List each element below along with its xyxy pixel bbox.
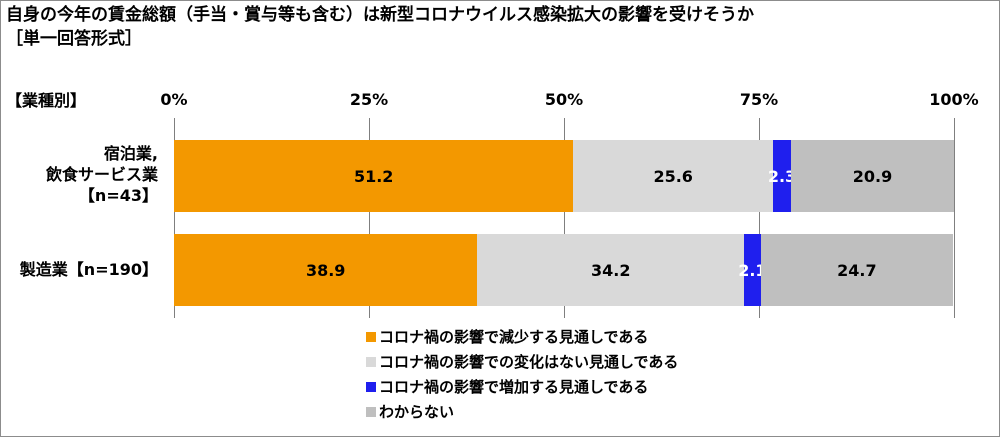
stacked-bar: 38.9 34.2 2.1 24.7 (174, 234, 954, 306)
data-label: 20.9 (852, 166, 893, 186)
grid-line (759, 118, 760, 318)
grid-line (174, 118, 175, 318)
bar-segment-no_change: 25.6 (573, 140, 774, 212)
bar-segment-decrease: 51.2 (174, 140, 574, 212)
grid-line (954, 118, 955, 318)
legend-swatch (366, 356, 376, 367)
category-label: 製造業【n=190】 (20, 259, 158, 280)
chart-subtitle: ［単一回答形式］ (6, 29, 142, 49)
bar-segment-unknown: 20.9 (790, 140, 954, 212)
category-axis-header: 【業種別】 (6, 91, 87, 110)
data-label: 24.7 (837, 260, 877, 280)
x-tick-label: 75% (739, 90, 779, 109)
category-label-line: 宿泊業, (103, 144, 158, 163)
legend-swatch (366, 331, 376, 342)
x-tick-label: 50% (544, 90, 584, 109)
bar-segment-no_change: 34.2 (477, 234, 745, 306)
grid-line (564, 118, 565, 318)
bar-segment-increase: 2.3 (768, 140, 796, 212)
chart-title: 自身の今年の賃金総額（手当・賞与等も含む）は新型コロナウイルス感染拡大の影響を受… (6, 5, 754, 25)
plot-area: 51.2 25.6 2.3 20.9 38.9 34.2 2.1 24.7 (174, 118, 955, 318)
data-label: 2.1 (738, 260, 767, 280)
legend-label: わからない (379, 403, 455, 421)
x-tick-label: 25% (349, 90, 389, 109)
bar-segment-unknown: 24.7 (760, 234, 954, 306)
legend-label: コロナ禍の影響で増加する見通しである (379, 378, 649, 396)
data-label: 51.2 (353, 166, 394, 186)
data-label: 25.6 (653, 166, 693, 186)
legend: コロナ禍の影響で減少する見通しであるコロナ禍の影響での変化はない見通しである コロ… (366, 324, 678, 424)
category-label-line: 【n=43】 (78, 186, 158, 205)
legend-item: コロナ禍の影響で減少する見通しである (366, 324, 678, 349)
bar-segment-increase: 2.1 (738, 234, 767, 306)
legend-label: コロナ禍の影響で減少する見通しである (379, 328, 649, 346)
legend-item: コロナ禍の影響で増加する見通しである (366, 374, 678, 399)
legend-swatch (366, 381, 376, 392)
legend-swatch (366, 406, 376, 417)
bar-segment-decrease: 38.9 (174, 234, 478, 306)
category-label-line: 製造業【n=190】 (19, 260, 158, 279)
legend-item: コロナ禍の影響での変化はない見通しである (366, 349, 678, 374)
x-tick-label: 0% (160, 90, 188, 109)
x-tick-label: 100% (929, 90, 979, 109)
data-label: 34.2 (591, 260, 631, 280)
stacked-bar: 51.2 25.6 2.3 20.9 (174, 140, 954, 212)
legend-label: コロナ禍の影響での変化はない見通しである (379, 353, 679, 371)
category-label-line: 飲食サービス業 (45, 165, 158, 184)
data-label: 38.9 (305, 260, 346, 280)
data-label: 2.3 (767, 166, 797, 186)
category-label: 宿泊業, 飲食サービス業【n=43】 (46, 143, 158, 206)
legend-item: わからない (366, 399, 678, 424)
grid-line (369, 118, 370, 318)
